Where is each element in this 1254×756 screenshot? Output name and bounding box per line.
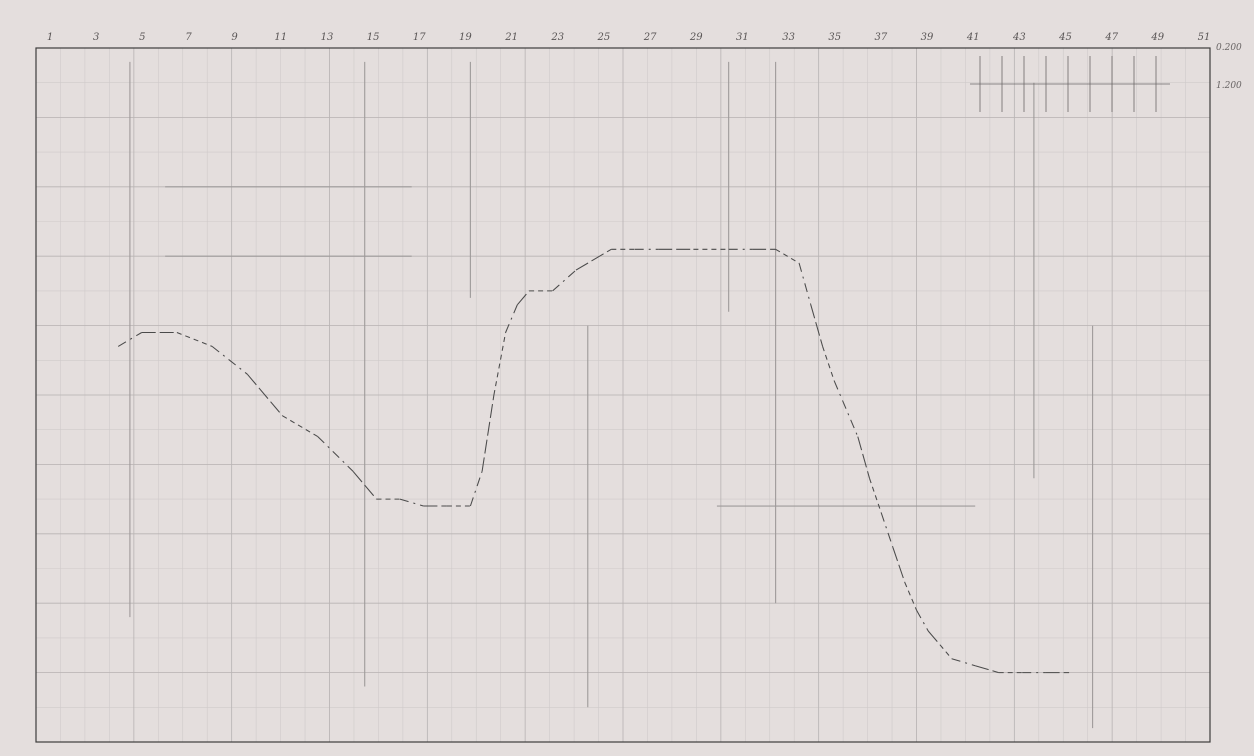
curve-segment	[975, 665, 999, 674]
curve-segment	[575, 248, 612, 271]
x-tick-label: 15	[367, 32, 380, 43]
y-tick-label: 1.200	[1216, 81, 1242, 91]
x-tick-label: 27	[643, 32, 657, 43]
curve-segment	[481, 394, 495, 472]
curve-segment	[516, 290, 530, 306]
x-tick-label: 39	[921, 32, 934, 43]
curve-segment	[869, 478, 882, 514]
x-tick-label: 11	[274, 32, 287, 43]
curve-segment	[352, 470, 377, 500]
curve-segment	[399, 498, 424, 507]
curve-segment	[246, 373, 283, 417]
curve-segment	[211, 345, 248, 375]
x-tick-label: 37	[875, 32, 888, 43]
x-tick-label: 23	[550, 32, 564, 43]
curve-segment	[176, 332, 213, 347]
x-tick-label: 9	[231, 32, 238, 43]
x-tick-label: 13	[321, 32, 334, 43]
grid-layer	[36, 48, 1210, 742]
curve-segment	[833, 380, 859, 437]
curve-segment	[939, 644, 953, 660]
x-tick-label: 19	[459, 32, 472, 43]
curve-segment	[904, 582, 917, 611]
curve-segment	[798, 262, 812, 305]
x-tick-label: 31	[736, 32, 749, 43]
curve-segment	[469, 471, 483, 507]
curve-segment	[916, 609, 929, 632]
x-tick-label: 21	[504, 32, 518, 43]
x-tick-label: 45	[1058, 32, 1072, 43]
curve-segment	[117, 332, 142, 347]
curve-segment	[892, 547, 906, 583]
x-tick-label: 41	[966, 32, 980, 43]
curve-segment	[552, 269, 577, 292]
x-tick-label: 17	[413, 32, 426, 43]
y-tick-labels: 0.200 1.200	[1216, 43, 1242, 91]
curve-segment	[505, 304, 518, 333]
x-tick-label: 51	[1198, 32, 1211, 43]
x-tick-label: 7	[185, 32, 192, 43]
curve-segment	[951, 658, 976, 667]
x-tick-labels: 1 3 5 7 9 11 13 15 17 19 21 23 25 27 29 31 33 35 37 39 41 43 4…	[47, 32, 1211, 43]
x-tick-label: 25	[597, 32, 611, 43]
x-tick-label: 3	[93, 32, 99, 43]
x-tick-label: 43	[1012, 32, 1026, 43]
x-tick-label: 29	[689, 32, 703, 43]
x-tick-label: 1	[47, 32, 53, 43]
x-tick-label: 35	[828, 32, 841, 43]
curve-segment	[810, 304, 824, 347]
x-tick-label: 49	[1150, 32, 1164, 43]
curve-segment	[282, 415, 319, 438]
curve-segment	[857, 436, 871, 479]
curve-segment	[822, 346, 835, 382]
curve-segment	[927, 630, 941, 646]
plot-frame	[35, 47, 1211, 743]
x-tick-label: 33	[782, 32, 795, 43]
y-tick-label: 0.200	[1216, 43, 1242, 53]
x-tick-label: 47	[1104, 32, 1118, 43]
x-tick-label: 5	[139, 32, 145, 43]
curve-segment	[317, 436, 354, 472]
curve-segment	[493, 332, 507, 396]
curve-segment	[880, 512, 894, 548]
curve-layer	[117, 248, 1070, 674]
curve-segment	[775, 248, 800, 264]
